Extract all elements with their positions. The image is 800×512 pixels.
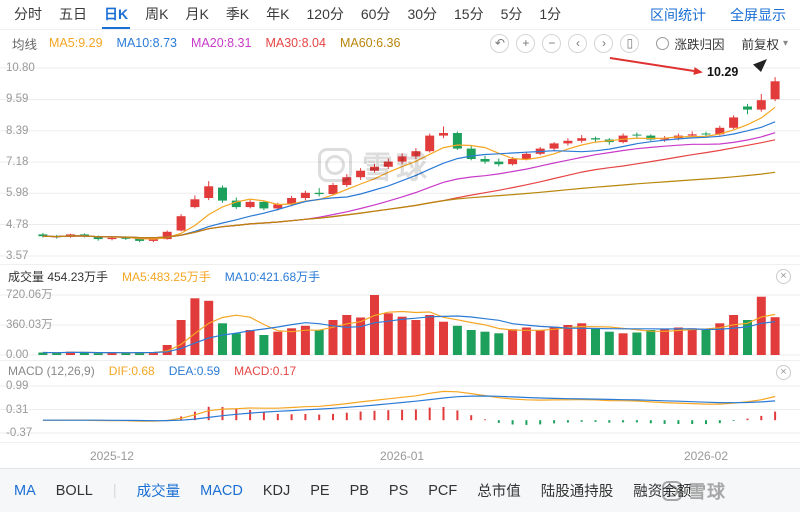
tab-yearly-k[interactable]: 年K	[266, 6, 290, 22]
xueqiu-watermark-text: 雪球	[362, 150, 430, 185]
x-axis-label: 2025-12	[89, 449, 134, 463]
tab-5day[interactable]: 五日	[59, 6, 87, 22]
xueqiu-watermark: 雪球	[318, 142, 430, 187]
x-axis-label: 2026-01	[380, 449, 425, 463]
macd-axis-label: -0.37	[6, 427, 33, 439]
price-axis-label: 3.57	[6, 250, 29, 262]
tabbar-actions: 区间统计 全屏显示	[650, 5, 786, 25]
price-axis-label: 7.18	[6, 156, 29, 169]
attribution-toggle[interactable]: 涨跌归因	[656, 34, 724, 53]
pan-left-icon[interactable]: ‹	[568, 33, 588, 53]
volume-pane-header: 成交量 454.23万手 MA5:483.25万手 MA10:421.68万手	[8, 268, 320, 285]
tab-30min[interactable]: 30分	[407, 6, 438, 22]
indicator-pcf[interactable]: PCF	[428, 482, 458, 499]
xueqiu-watermark-bottom: 雪球	[662, 478, 726, 504]
range-stats-link[interactable]: 区间统计	[650, 6, 706, 23]
price-axis-label: 8.39	[6, 124, 29, 137]
adjustment-label: 前复权	[741, 37, 779, 52]
tab-60min[interactable]: 60分	[360, 6, 391, 22]
tab-quarterly-k[interactable]: 季K	[225, 6, 250, 22]
ma-value-30: MA30:8.04	[265, 36, 326, 50]
period-tab-bar: 分时 五日 日K 周K 月K 季K 年K 120分 60分 30分 15分 5分 1分 区间统计 全屏显…	[0, 0, 800, 30]
macd-value: MACD:0.17	[234, 364, 297, 378]
chevron-down-icon: ▾	[782, 37, 788, 49]
indicator-market-cap[interactable]: 总市值	[477, 484, 521, 500]
macd-close-button[interactable]: ×	[776, 365, 791, 380]
pan-right-icon[interactable]: ›	[594, 33, 614, 53]
indicator-volume[interactable]: 成交量	[136, 484, 181, 500]
xueqiu-watermark-text: 雪球	[688, 482, 726, 502]
chart-toolbar: ↶ + − ‹ › ▯ 涨跌归因 前复权 ▾	[490, 33, 788, 53]
indicator-pe[interactable]: PE	[310, 482, 330, 499]
ma-values: MA5:9.29 MA10:8.73 MA20:8.31 MA30:8.04 MA60:…	[49, 36, 414, 50]
xueqiu-logo-icon	[318, 147, 352, 182]
ma-value-10: MA10:8.73	[116, 36, 177, 50]
price-axis-label: 9.59	[6, 93, 29, 106]
macd-chart[interactable]	[0, 361, 800, 443]
toolbar-divider: |	[112, 482, 117, 499]
price-axis-label: 10.80	[6, 62, 35, 74]
undo-icon[interactable]: ↶	[490, 33, 510, 53]
radio-icon	[656, 36, 670, 50]
indicator-kdj[interactable]: KDJ	[262, 482, 291, 499]
volume-axis-label: 360.03万	[6, 319, 53, 331]
adjustment-dropdown[interactable]: 前复权 ▾	[741, 34, 788, 53]
tab-5min[interactable]: 5分	[500, 6, 523, 22]
ma-value-60: MA60:6.36	[339, 36, 401, 50]
indicator-ps[interactable]: PS	[388, 482, 409, 499]
ma-group-label: 均线	[12, 37, 38, 52]
ma-value-20: MA20:8.31	[191, 36, 252, 50]
annotation-price-label: 10.29	[707, 65, 739, 79]
price-axis-label: 5.98	[6, 187, 29, 200]
candlestick-chart[interactable]	[0, 56, 800, 264]
volume-axis-label: 0.00	[6, 349, 29, 361]
indicator-boll[interactable]: BOLL	[55, 482, 93, 499]
volume-pane: 成交量 454.23万手 MA5:483.25万手 MA10:421.68万手 …	[0, 264, 800, 361]
indicator-ma[interactable]: MA	[14, 482, 36, 499]
price-chart-pane: 10.80 9.59 8.39 7.18 5.98 4.78 3.57 雪球 10.29	[0, 56, 800, 264]
indicator-select-bar: MA BOLL | 成交量 MACD KDJ PE PB PS PCF 总市值 陆股通持股 融资余额 雪…	[0, 468, 800, 512]
zoom-in-icon[interactable]: +	[516, 33, 536, 53]
period-tabs: 分时 五日 日K 周K 月K 季K 年K 120分 60分 30分 15分 5分 1分	[14, 0, 561, 29]
price-axis-label: 4.78	[6, 218, 29, 231]
volume-ma10-value: MA10:421.68万手	[224, 270, 321, 284]
tab-daily-k[interactable]: 日K	[101, 0, 131, 29]
tab-120min[interactable]: 120分	[306, 6, 344, 22]
tab-1min[interactable]: 1分	[539, 6, 562, 22]
tab-weekly-k[interactable]: 周K	[145, 6, 169, 22]
volume-chart[interactable]	[0, 265, 800, 361]
indicator-pb[interactable]: PB	[349, 482, 369, 499]
chart-toolbar-icons: ↶ + − ‹ › ▯	[490, 33, 640, 53]
volume-close-button[interactable]: ×	[776, 269, 791, 284]
xueqiu-logo-icon	[662, 481, 682, 501]
time-axis: 2025-12 2026-01 2026-02	[0, 442, 800, 468]
macd-dif-value: DIF:0.68	[108, 364, 155, 378]
indicator-items: MA BOLL | 成交量 MACD KDJ PE PB PS PCF 总市值 陆股通持股 融资余额	[14, 480, 691, 501]
zoom-out-icon[interactable]: −	[542, 33, 562, 53]
indicator-northbound-holdings[interactable]: 陆股通持股	[540, 484, 614, 500]
volume-axis-label: 720.06万	[6, 289, 53, 301]
ma-indicator-bar: 均线 MA5:9.29 MA10:8.73 MA20:8.31 MA30:8.04 MA…	[0, 30, 800, 56]
volume-title: 成交量 454.23万手	[8, 270, 109, 284]
x-axis-label: 2026-02	[683, 449, 729, 463]
macd-pane-header: MACD (12,26,9) DIF:0.68 DEA:0.59 MACD:0.…	[8, 364, 296, 378]
fullscreen-link[interactable]: 全屏显示	[730, 6, 786, 23]
macd-dea-value: DEA:0.59	[168, 364, 221, 378]
volume-ma5-value: MA5:483.25万手	[122, 270, 211, 284]
tab-15min[interactable]: 15分	[454, 6, 484, 22]
tab-monthly-k[interactable]: 月K	[185, 6, 209, 22]
attribution-label: 涨跌归因	[674, 37, 725, 52]
macd-axis-label: 0.99	[6, 380, 29, 392]
indicator-macd[interactable]: MACD	[200, 482, 243, 499]
macd-title: MACD (12,26,9)	[8, 364, 95, 378]
ma-value-5: MA5:9.29	[49, 36, 103, 50]
tab-realtime[interactable]: 分时	[14, 6, 42, 22]
macd-axis-label: 0.31	[6, 403, 29, 416]
macd-pane: MACD (12,26,9) DIF:0.68 DEA:0.59 MACD:0.…	[0, 360, 800, 442]
mobile-view-icon[interactable]: ▯	[620, 33, 640, 53]
